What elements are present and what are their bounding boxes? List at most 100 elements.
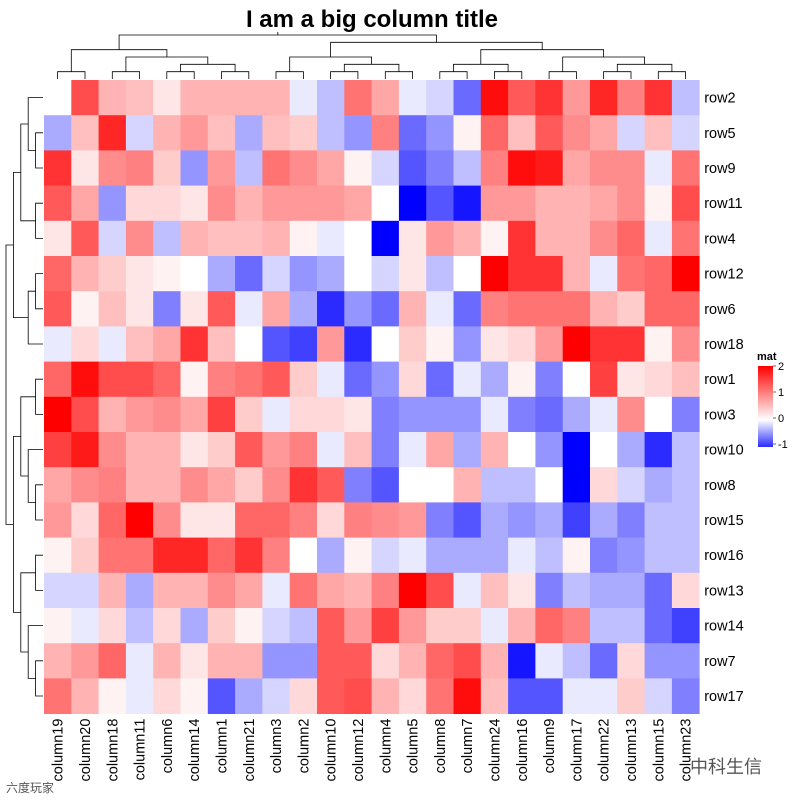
heatmap-cell xyxy=(535,502,564,538)
heatmap-cell xyxy=(289,678,318,714)
heatmap-cell xyxy=(453,185,482,222)
heatmap-cell xyxy=(71,150,99,186)
heatmap-cell xyxy=(644,185,673,222)
heatmap-cell xyxy=(644,572,673,609)
heatmap-cell xyxy=(44,150,72,186)
heatmap-cell xyxy=(317,432,345,468)
column-label: column15 xyxy=(651,719,667,782)
heatmap-cell xyxy=(508,291,536,327)
heatmap-cell xyxy=(398,220,427,257)
heatmap-cell xyxy=(317,256,345,292)
heatmap-cell xyxy=(535,608,564,644)
column-label: column23 xyxy=(679,719,695,782)
dendrogram-link xyxy=(35,554,43,591)
heatmap-cell xyxy=(71,256,99,292)
row-label: row4 xyxy=(704,231,735,247)
row-label: row9 xyxy=(704,161,735,177)
heatmap-cell xyxy=(671,150,700,186)
heatmap-cell xyxy=(289,291,318,327)
heatmap-cell xyxy=(71,361,99,398)
heatmap-cell xyxy=(426,150,454,186)
dendrogram-link xyxy=(548,71,577,79)
heatmap-cell xyxy=(153,185,181,222)
dendrogram-link xyxy=(166,71,195,79)
heatmap-cell xyxy=(644,396,673,433)
row-label: row15 xyxy=(704,513,744,529)
dendrogram-link xyxy=(5,244,14,525)
dendrogram-link xyxy=(35,202,43,239)
heatmap-cell xyxy=(398,467,427,503)
heatmap-cell xyxy=(508,537,536,574)
heatmap-cell xyxy=(480,432,509,468)
heatmap-cell xyxy=(480,115,509,151)
heatmap-cell xyxy=(262,326,291,362)
column-label: column2 xyxy=(296,719,312,774)
heatmap-cell xyxy=(125,361,154,398)
heatmap-cell xyxy=(344,220,372,257)
heatmap-cell xyxy=(235,502,263,538)
dendrogram-link xyxy=(180,63,236,72)
row-label: row17 xyxy=(704,689,744,705)
heatmap-cell xyxy=(153,150,181,186)
heatmap-cell xyxy=(44,291,72,327)
row-label: row16 xyxy=(704,548,744,564)
heatmap-cell xyxy=(44,326,72,362)
heatmap-cell xyxy=(398,572,427,609)
heatmap-cell xyxy=(44,608,72,644)
heatmap-cell xyxy=(371,432,400,468)
heatmap-cell xyxy=(344,608,372,644)
heatmap-cell xyxy=(644,678,673,714)
heatmap-cell xyxy=(317,572,345,609)
row-label: row2 xyxy=(704,91,735,107)
heatmap-cell xyxy=(153,432,181,468)
heatmap-cell xyxy=(317,537,345,574)
heatmap-cell xyxy=(398,643,427,679)
heatmap-cell xyxy=(125,432,154,468)
heatmap-cell xyxy=(398,502,427,538)
heatmap-cell xyxy=(644,326,673,362)
heatmap-cell xyxy=(453,80,482,116)
heatmap-cell xyxy=(153,537,181,574)
heatmap-cell xyxy=(71,432,99,468)
heatmap-cell xyxy=(644,502,673,538)
column-label: column16 xyxy=(515,719,531,782)
heatmap-cell xyxy=(480,80,509,116)
heatmap-cell xyxy=(98,185,127,222)
heatmap-cell xyxy=(371,326,400,362)
heatmap-cell xyxy=(262,608,291,644)
heatmap-cell xyxy=(671,537,700,574)
dendrogram-link xyxy=(35,273,43,310)
heatmap-cell xyxy=(125,608,154,644)
heatmap-cell xyxy=(71,537,99,574)
heatmap-cell xyxy=(535,115,564,151)
heatmap-cell xyxy=(398,185,427,222)
heatmap-cell xyxy=(289,467,318,503)
heatmap-cell xyxy=(180,537,209,574)
heatmap-cell xyxy=(426,80,454,116)
column-label: column21 xyxy=(242,719,258,782)
heatmap-cell xyxy=(453,432,482,468)
heatmap-cell xyxy=(153,80,181,116)
dendrogram-link xyxy=(275,71,304,79)
heatmap-cell xyxy=(671,115,700,151)
heatmap-cell xyxy=(480,678,509,714)
heatmap-cell xyxy=(344,537,372,574)
heatmap-cell xyxy=(617,80,645,116)
heatmap-cell xyxy=(453,537,482,574)
heatmap-cell xyxy=(125,326,154,362)
heatmap-cell xyxy=(44,115,72,151)
heatmap-cell xyxy=(398,326,427,362)
heatmap-cell xyxy=(98,643,127,679)
heatmap-cell xyxy=(671,256,700,292)
heatmap-cell xyxy=(98,115,127,151)
heatmap-cell xyxy=(671,643,700,679)
heatmap-cell xyxy=(344,115,372,151)
heatmap-cell xyxy=(207,467,236,503)
heatmap-cell xyxy=(426,608,454,644)
column-label: column17 xyxy=(569,719,585,782)
heatmap-cell xyxy=(317,467,345,503)
heatmap-cell xyxy=(671,608,700,644)
heatmap-cell xyxy=(125,80,154,116)
heatmap-cell xyxy=(590,678,618,714)
column-label: column24 xyxy=(487,719,503,782)
